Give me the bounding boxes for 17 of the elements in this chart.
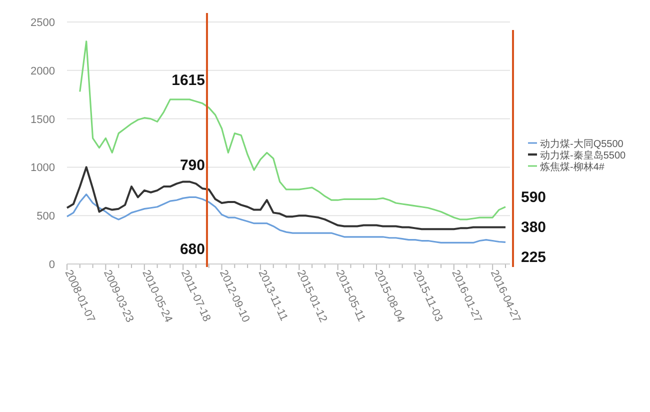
annotation: 790 [180,157,205,174]
y-tick-label: 500 [36,210,55,223]
legend-label: 炼焦煤-柳林4# [540,161,605,173]
y-tick-label: 1000 [30,162,55,174]
y-tick-label: 2000 [30,65,55,78]
y-tick-label: 2500 [30,17,55,29]
annotation: 680 [180,241,205,258]
text: 590 [521,189,546,206]
legend-label: 动力煤-秦皇岛5500 [540,150,626,162]
text: 380 [521,219,546,236]
legend-label: 动力煤-大同Q5500 [540,138,624,150]
line-series [66,194,506,244]
text: 225 [521,249,546,266]
y-tick-label: 1500 [30,114,55,126]
line-series [79,40,506,220]
annotation: 1615 [172,72,205,89]
y-tick-label: 0 [48,259,55,271]
